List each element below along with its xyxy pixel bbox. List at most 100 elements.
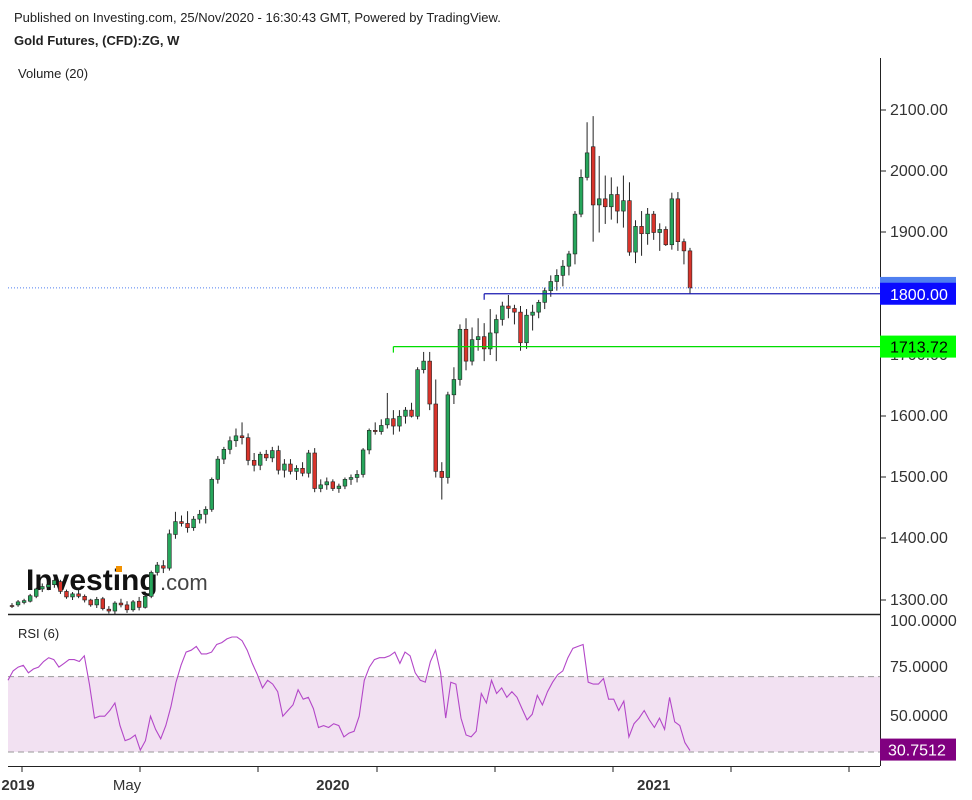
candle-body: [215, 458, 220, 480]
candle-body: [306, 452, 311, 474]
rsi-label: RSI (6): [18, 626, 59, 641]
candle-body: [64, 591, 69, 598]
candle-body: [161, 565, 166, 569]
candle-body: [130, 601, 136, 611]
rsi-tick: 100.0000: [890, 613, 957, 630]
price-tag: [880, 335, 956, 358]
candle-body: [542, 290, 547, 303]
rsi-line: [7, 636, 691, 752]
candle-body: [143, 596, 148, 608]
candle-body: [167, 533, 172, 569]
candle-body: [342, 479, 348, 487]
levels-layer: [8, 287, 880, 353]
candle-body: [209, 479, 214, 510]
candle-body: [149, 572, 154, 597]
candle-body: [621, 200, 626, 212]
candle-body: [203, 509, 208, 515]
published-note: Published on Investing.com, 25/Nov/2020 …: [14, 10, 501, 25]
candle-body: [46, 584, 51, 588]
candle-body: [58, 581, 63, 592]
candle-body: [639, 226, 644, 235]
candle-body: [251, 460, 257, 466]
candle-body: [609, 194, 614, 208]
candle-body: [300, 468, 305, 474]
candle-body: [451, 379, 457, 396]
time-label: May: [113, 777, 142, 794]
candle-body: [76, 593, 81, 597]
logo-accent: [116, 566, 122, 572]
price-tag-label: 1800.00: [890, 287, 948, 304]
candle-body: [379, 425, 384, 432]
candle-body: [494, 319, 499, 334]
symbol-title: Gold Futures, (CFD):ZG, W: [14, 33, 180, 48]
price-tick: 2100.00: [890, 102, 948, 119]
candle-body: [463, 328, 469, 362]
candle-body: [155, 564, 160, 573]
investing-logo: Investing .com: [26, 564, 208, 597]
candle-body: [578, 177, 584, 215]
candle-body: [669, 198, 675, 246]
candle-body: [276, 450, 281, 471]
candle-body: [415, 369, 420, 417]
candle-body: [173, 521, 178, 535]
price-tick: 1600.00: [890, 408, 948, 425]
price-tick: 1400.00: [890, 530, 948, 547]
candle-body: [651, 213, 656, 233]
candle-body: [9, 605, 15, 607]
candle-body: [421, 360, 426, 370]
rsi-layer: [7, 636, 691, 752]
candle-body: [336, 485, 342, 489]
candle-body: [106, 608, 112, 612]
candle-body: [657, 229, 662, 233]
candle-body: [536, 302, 541, 313]
candle-body: [227, 440, 233, 450]
candle-body: [500, 305, 505, 320]
candle-body: [34, 588, 39, 597]
time-tick-marks: [21, 766, 850, 772]
candle-body: [258, 453, 263, 466]
price-tick: 1500.00: [890, 469, 948, 486]
candle-body: [21, 600, 27, 603]
candle-body: [584, 152, 590, 178]
candle-body: [15, 601, 21, 606]
candle-body: [663, 229, 668, 246]
candle-body: [88, 599, 93, 606]
candle-body: [645, 213, 650, 235]
candle-body: [366, 430, 372, 451]
candle-body: [482, 336, 487, 350]
candle-body: [633, 226, 638, 253]
candle-body: [124, 604, 130, 611]
candle-body: [403, 409, 408, 417]
candle-body: [360, 449, 366, 475]
candle-body: [264, 453, 269, 459]
candle-body: [94, 599, 99, 606]
price-tag: [880, 282, 956, 305]
candle-body: [566, 253, 572, 267]
candle-body: [530, 311, 535, 316]
candle-body: [282, 463, 287, 471]
candle-body: [118, 602, 124, 606]
candle-body: [675, 198, 681, 242]
time-label: 2020: [316, 777, 349, 794]
candle-body: [391, 418, 396, 427]
candle-body: [100, 598, 105, 609]
candle-body: [681, 241, 687, 252]
candle-body: [385, 418, 390, 426]
candle-body: [548, 281, 553, 291]
time-label: 2019: [1, 777, 34, 794]
candle-body: [560, 265, 566, 276]
candle-body: [572, 213, 578, 255]
candle-body: [488, 332, 493, 350]
rsi-band: [8, 676, 880, 752]
time-label: 2021: [637, 777, 670, 794]
candle-body: [512, 308, 517, 313]
time-labels-layer: 2019 May 2020 2021: [1, 777, 670, 794]
candle-body: [354, 474, 360, 478]
candle-body: [687, 250, 693, 289]
candle-body: [518, 311, 523, 344]
rsi-tag: [880, 738, 956, 761]
candle-body: [136, 600, 142, 608]
candle-body: [52, 580, 57, 585]
